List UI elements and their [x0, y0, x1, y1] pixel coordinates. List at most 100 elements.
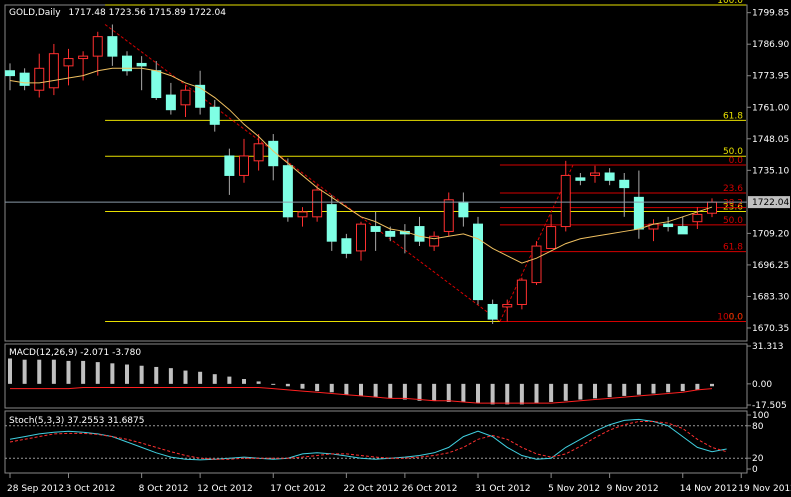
candle-body [78, 55, 89, 60]
macd-bar [636, 383, 641, 395]
candle [195, 70, 206, 115]
candle-body [385, 230, 396, 237]
stoch-tick-label: 0 [752, 465, 758, 475]
macd-bar [476, 383, 480, 404]
macd-bar [139, 365, 144, 384]
candle [239, 138, 249, 183]
price-tick-label: 1670.35 [752, 324, 789, 334]
price-tick-label: 1799.85 [752, 9, 789, 19]
macd-bar [549, 383, 554, 402]
macd-bar [710, 383, 714, 387]
macd-bar [8, 358, 12, 384]
candle [590, 165, 600, 183]
fib-low-label: 61.8 [723, 243, 743, 253]
candle [224, 148, 235, 195]
stochastic-panel-frame [4, 410, 748, 474]
stoch-tick-label: 20 [752, 454, 764, 464]
candle-body [107, 36, 118, 57]
candle [48, 43, 59, 96]
candle [560, 160, 571, 232]
fib-high-label: 50.0 [723, 147, 743, 157]
candle [399, 224, 410, 254]
candle [107, 24, 118, 66]
macd-bar [154, 366, 159, 384]
price-tick-label: 1735.10 [752, 166, 789, 176]
candle [92, 31, 103, 76]
candle-body [180, 89, 191, 106]
candle [180, 85, 191, 117]
candle-body [151, 70, 162, 99]
candle [443, 192, 454, 237]
candle-body [429, 235, 440, 247]
candle [531, 241, 542, 285]
candle-body [590, 172, 600, 176]
price-tick-label: 1709.20 [752, 229, 789, 239]
candle-body [546, 226, 557, 249]
macd-bar [242, 379, 246, 384]
candle [487, 299, 498, 324]
fib-low-label: 100.0 [717, 313, 743, 323]
date-tick-label: 3 Oct 2012 [66, 484, 116, 494]
macd-bar [607, 383, 612, 398]
price-tick-label: 1696.25 [752, 261, 789, 271]
macd-bar [519, 383, 524, 405]
candle-body [92, 36, 103, 57]
date-tick-label: 19 Nov 2012 [738, 484, 791, 494]
fib-low-label: 23.6 [723, 184, 743, 194]
candle [663, 216, 674, 232]
macd-bar [432, 383, 437, 401]
current-price-label: 1722.04 [752, 198, 789, 208]
macd-bar [271, 383, 276, 385]
candle-body [516, 279, 527, 305]
candle [209, 99, 220, 132]
candle [122, 51, 132, 76]
candle [282, 158, 293, 222]
fib-low-label: 50.0 [723, 216, 743, 226]
macd-tick-label: -17.505 [752, 401, 787, 411]
candle [34, 53, 45, 98]
candle-body [63, 58, 74, 67]
fib-high-label: 0.0 [729, 313, 744, 323]
current-price-box [748, 196, 790, 209]
macd-label: MACD(12,26,9) -2.071 -3.780 [9, 348, 141, 358]
price-tick-label: 1748.05 [752, 135, 789, 145]
candle [341, 233, 352, 259]
candle-body [165, 94, 176, 111]
candle [312, 185, 323, 222]
candle-body [282, 165, 293, 218]
macd-bar [95, 362, 100, 384]
macd-bar [402, 383, 407, 400]
candle [619, 173, 630, 217]
stoch-signal-line [9, 420, 727, 460]
candle [370, 211, 381, 251]
stoch-tick-label: 80 [752, 422, 764, 432]
candle-body [19, 72, 30, 86]
candle-body [575, 177, 586, 181]
fib-high-label: 61.8 [723, 111, 743, 121]
fib-low-label: 0.0 [729, 156, 744, 166]
date-tick-label: 28 Sep 2012 [7, 484, 64, 494]
candle-body [5, 70, 15, 77]
macd-bar [388, 383, 393, 399]
macd-panel-frame [4, 343, 748, 409]
date-tick-label: 12 Oct 2012 [197, 484, 253, 494]
date-tick-label: 26 Oct 2012 [402, 484, 458, 494]
macd-bar [344, 383, 349, 395]
date-tick-label: 22 Oct 2012 [343, 484, 399, 494]
chart-header: GOLD,Daily 1717.48 1723.56 1715.89 1722.… [9, 8, 226, 18]
candle-body [48, 53, 59, 89]
candlestick-series [5, 24, 717, 324]
candle-body [341, 238, 352, 254]
fib-high-label: 100.0 [717, 0, 743, 6]
date-axis: 28 Sep 2012 3 Oct 2012 8 Oct 2012 12 Oct 20… [7, 473, 791, 494]
macd-bar [563, 383, 568, 401]
candle [458, 192, 469, 227]
candle-body [122, 55, 132, 72]
candle [429, 231, 440, 251]
macd-signal-line [10, 386, 713, 404]
symbol-label: GOLD,Daily [9, 8, 61, 18]
candle [356, 221, 366, 261]
fib-low-label: 38.2 [723, 199, 743, 209]
